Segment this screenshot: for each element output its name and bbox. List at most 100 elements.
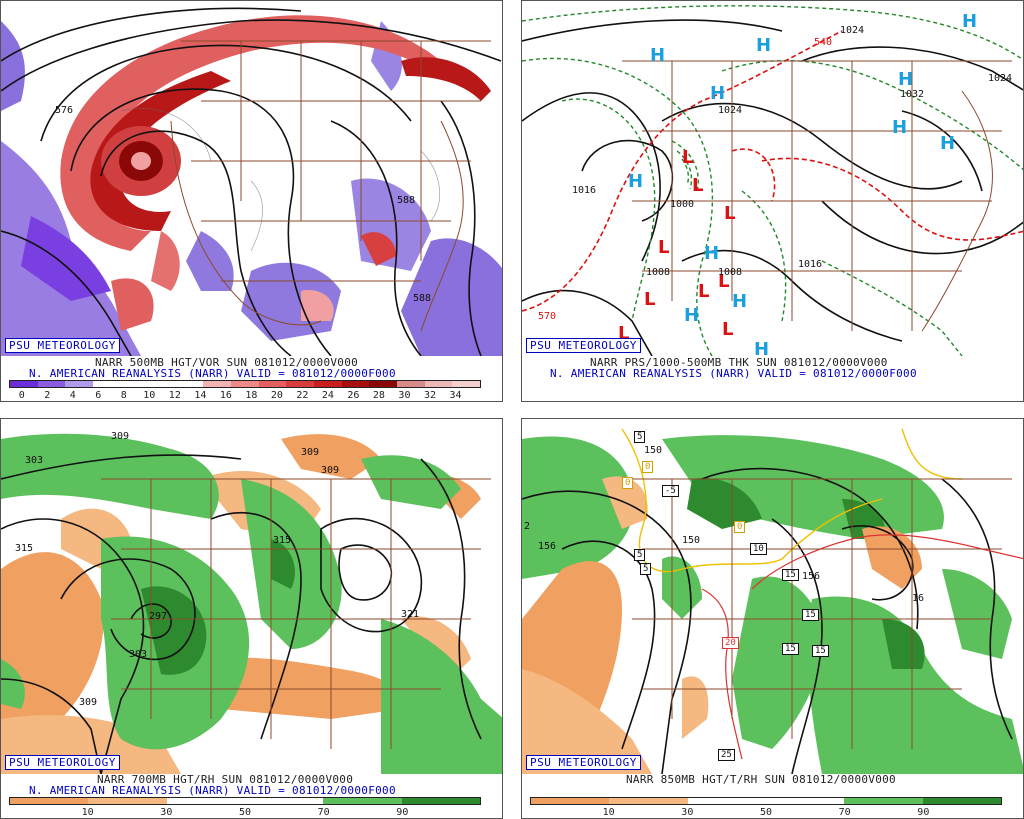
scale-label: 10 (81, 807, 94, 818)
contour-label: 16 (912, 593, 924, 604)
temperature-label: 15 (802, 609, 819, 621)
high-pressure-symbol: H (962, 11, 977, 32)
scale-swatch (286, 381, 315, 387)
scale-label: 10 (143, 390, 156, 401)
low-pressure-symbol: L (618, 323, 629, 344)
temperature-label: 15 (812, 645, 829, 657)
contour-label: 156 (538, 541, 556, 552)
contour-label: 321 (401, 609, 419, 620)
contour-label: 156 (802, 571, 820, 582)
contour-label: 309 (79, 697, 97, 708)
scale-swatch (341, 381, 370, 387)
t850-map: 15 0 156 15 0 156 2 16 (522, 419, 1023, 774)
scale-label: 50 (238, 807, 252, 818)
scale-swatch (231, 381, 259, 387)
contour-label: 576 (55, 105, 73, 116)
contour-label: 303 (25, 455, 43, 466)
panel-700mb-rh: 309 303 309 309 315 315 297 303 309 321 … (0, 418, 503, 819)
scale-label: 34 (449, 390, 462, 401)
scale-swatch (88, 798, 167, 804)
panel-valid-time: N. AMERICAN REANALYSIS (NARR) VALID = 08… (29, 367, 396, 380)
contour-label: 1024 (840, 25, 864, 36)
low-pressure-symbol: L (724, 203, 735, 224)
scale-swatch (424, 381, 453, 387)
low-pressure-symbol: L (658, 237, 669, 258)
panel-title: NARR 700MB HGT/RH SUN 081012/0000V000 (97, 773, 354, 786)
high-pressure-symbol: H (684, 305, 699, 326)
rh700-contour-labels: 309 303 309 309 315 315 297 303 309 321 (15, 431, 419, 708)
scale-swatch (369, 381, 397, 387)
low-pressure-symbol: L (644, 289, 655, 310)
contour-label: 1032 (900, 89, 924, 100)
contour-label: 1008 (646, 267, 670, 278)
scale-swatch (244, 798, 324, 804)
panel-title: NARR PRS/1000-500MB THK SUN 081012/0000V… (590, 356, 888, 369)
rh700-scale-labels: 10 30 50 70 90 (9, 807, 481, 818)
scale-swatch (92, 381, 121, 387)
contour-label: 588 (397, 195, 415, 206)
scale-swatch (765, 798, 845, 804)
contour-label: 315 (15, 543, 33, 554)
high-pressure-symbol: H (628, 171, 643, 192)
scale-label: 28 (372, 390, 385, 401)
contour-label: 588 (413, 293, 431, 304)
scale-label: 26 (347, 390, 360, 401)
low-pressure-symbol: L (692, 175, 703, 196)
high-pressure-symbol: H (898, 69, 913, 90)
scale-label: 8 (120, 390, 127, 401)
scale-label: 22 (296, 390, 309, 401)
pressure-map: H H H H H H H H H H H H L L L L L L L L … (522, 1, 1023, 356)
scale-swatch (922, 798, 1001, 804)
scale-label: 4 (69, 390, 76, 401)
t850-scale-labels: 10 30 50 70 90 (530, 807, 1002, 818)
high-pressure-symbol: H (754, 339, 769, 356)
panel-pressure-thickness: H H H H H H H H H H H H L L L L L L L L … (521, 0, 1024, 402)
contour-label: 1016 (798, 259, 822, 270)
scale-swatch (258, 381, 287, 387)
temperature-label: 5 (634, 549, 646, 561)
scale-swatch (323, 798, 402, 804)
scale-label: 70 (317, 807, 330, 818)
temperature-label: 5 (634, 431, 646, 443)
scale-label: 30 (681, 807, 694, 818)
scale-label: 0 (18, 390, 25, 401)
scale-label: 90 (396, 807, 409, 818)
temperature-label: 5 (640, 563, 652, 575)
temperature-label: 0 (642, 461, 654, 473)
scale-label: 30 (160, 807, 173, 818)
vorticity-contour-labels: 576 588 588 (55, 105, 431, 304)
temperature-label: 15 (782, 569, 799, 581)
high-pressure-symbol: H (650, 45, 665, 66)
contour-label: 2 (524, 521, 530, 532)
scale-label: 10 (602, 807, 615, 818)
scale-label: 20 (270, 390, 283, 401)
panel-title: NARR 850MB HGT/T/RH SUN 081012/0000V000 (626, 773, 896, 786)
scale-swatch (844, 798, 923, 804)
scale-label: 32 (423, 390, 436, 401)
contour-label: 1024 (988, 73, 1012, 84)
scale-swatch (401, 798, 480, 804)
scale-swatch (37, 381, 66, 387)
scale-label: 24 (321, 390, 334, 401)
scale-swatch (148, 381, 176, 387)
contour-label: 1024 (718, 105, 742, 116)
psu-meteorology-label: PSU METEOROLOGY (5, 755, 120, 770)
scale-label: 30 (398, 390, 411, 401)
contour-label: 1000 (670, 199, 694, 210)
low-pressure-symbol: L (698, 281, 709, 302)
scale-swatch (687, 798, 766, 804)
vorticity-color-scale (9, 380, 481, 388)
temperature-label: 0 (622, 477, 634, 489)
scale-label: 18 (245, 390, 258, 401)
high-pressure-symbol: H (732, 291, 747, 312)
psu-meteorology-label: PSU METEOROLOGY (526, 338, 641, 353)
rh700-color-scale (9, 797, 481, 805)
temperature-label: 0 (734, 521, 746, 533)
scale-label: 90 (917, 807, 930, 818)
contour-label: 570 (538, 311, 556, 322)
contour-label: 303 (129, 649, 147, 660)
scale-label: 6 (95, 390, 102, 401)
contour-label: 309 (111, 431, 129, 442)
temperature-label: 15 (782, 643, 799, 655)
scale-swatch (175, 381, 204, 387)
